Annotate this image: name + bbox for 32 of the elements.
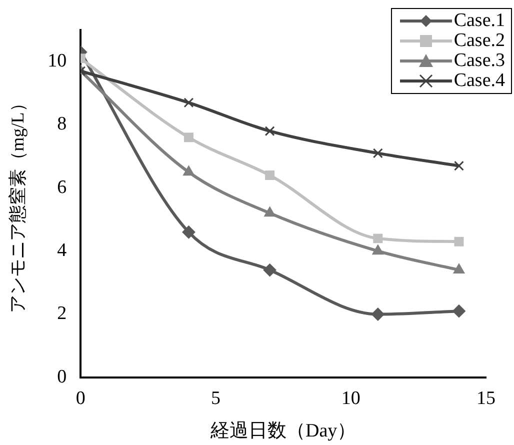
y-axis-title: アンモニア態窒素（mg/L） <box>8 94 28 314</box>
point <box>453 264 465 274</box>
x-axis-title: 経過日数（Day） <box>209 420 356 442</box>
point <box>265 170 275 180</box>
x-tick-label: 10 <box>341 388 360 409</box>
point <box>263 264 276 277</box>
point <box>264 126 275 136</box>
legend-label: Case.3 <box>454 50 505 71</box>
y-tick-label: 10 <box>48 50 67 72</box>
point <box>454 236 464 246</box>
point <box>183 166 194 176</box>
legend-label: Case.4 <box>454 70 505 91</box>
x-tick-label: 5 <box>210 388 220 409</box>
legend-label: Case.2 <box>454 30 505 51</box>
point <box>372 148 383 158</box>
legend-label: Case.1 <box>454 10 505 31</box>
point <box>182 226 196 239</box>
y-tick-label: 4 <box>57 240 68 262</box>
x-tick-label: 15 <box>476 388 496 409</box>
y-tick-label: 6 <box>57 176 67 198</box>
point <box>373 234 383 244</box>
point <box>452 304 466 318</box>
point <box>454 160 464 171</box>
point <box>184 132 194 142</box>
point <box>184 98 194 108</box>
point <box>372 244 384 255</box>
y-tick-label: 2 <box>57 303 67 324</box>
y-tick-label: 8 <box>57 114 67 135</box>
y-tick-label: 0 <box>57 366 67 388</box>
x-tick-label: 0 <box>76 388 86 409</box>
point <box>371 308 384 321</box>
point <box>264 206 276 217</box>
